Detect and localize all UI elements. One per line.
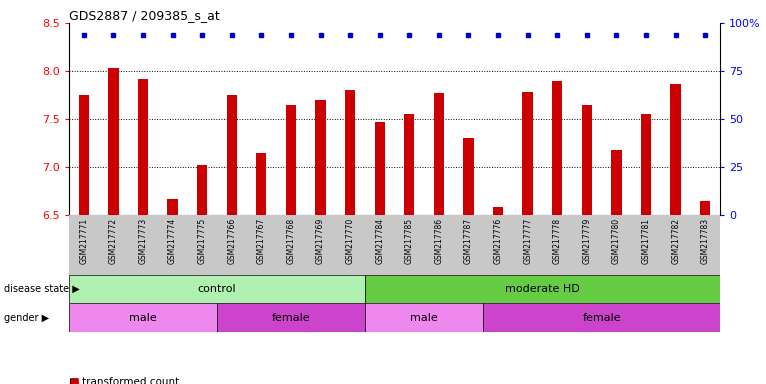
Text: GSM217770: GSM217770 xyxy=(345,218,355,264)
Text: GSM217772: GSM217772 xyxy=(109,218,118,264)
Text: ■ transformed count: ■ transformed count xyxy=(69,377,179,384)
Text: control: control xyxy=(198,284,236,294)
Text: GSM217767: GSM217767 xyxy=(257,218,266,264)
Bar xyxy=(552,81,562,215)
Text: GSM217769: GSM217769 xyxy=(316,218,325,264)
Text: GSM217784: GSM217784 xyxy=(375,218,385,264)
Bar xyxy=(217,303,365,332)
Bar xyxy=(434,93,444,215)
Bar xyxy=(670,84,681,215)
Text: GSM217774: GSM217774 xyxy=(168,218,177,264)
Bar xyxy=(611,150,622,215)
Text: GDS2887 / 209385_s_at: GDS2887 / 209385_s_at xyxy=(69,9,220,22)
Bar xyxy=(641,114,651,215)
Text: GSM217785: GSM217785 xyxy=(404,218,414,264)
Bar xyxy=(345,90,355,215)
Text: GSM217773: GSM217773 xyxy=(139,218,147,264)
Text: GSM217777: GSM217777 xyxy=(523,218,532,264)
Text: GSM217787: GSM217787 xyxy=(464,218,473,264)
Bar xyxy=(108,68,119,215)
Text: male: male xyxy=(411,313,438,323)
Bar xyxy=(286,104,296,215)
Bar xyxy=(365,275,720,303)
Text: moderate HD: moderate HD xyxy=(505,284,580,294)
Text: GSM217775: GSM217775 xyxy=(198,218,207,264)
Text: gender ▶: gender ▶ xyxy=(4,313,49,323)
Bar xyxy=(69,275,365,303)
Bar xyxy=(197,165,208,215)
Text: disease state ▶: disease state ▶ xyxy=(4,284,80,294)
Text: GSM217768: GSM217768 xyxy=(286,218,296,264)
Text: ■: ■ xyxy=(69,377,79,384)
Bar xyxy=(493,207,503,215)
Text: female: female xyxy=(582,313,621,323)
Bar xyxy=(316,100,326,215)
Bar xyxy=(483,303,720,332)
Text: male: male xyxy=(129,313,157,323)
Bar xyxy=(581,104,592,215)
Bar xyxy=(463,138,473,215)
Bar xyxy=(256,152,267,215)
Bar xyxy=(79,95,89,215)
Text: GSM217779: GSM217779 xyxy=(582,218,591,264)
Text: GSM217783: GSM217783 xyxy=(701,218,710,264)
Bar xyxy=(138,79,148,215)
Bar xyxy=(365,303,483,332)
Bar xyxy=(375,122,385,215)
Bar xyxy=(69,303,217,332)
Bar xyxy=(700,200,710,215)
Bar xyxy=(404,114,414,215)
Text: GSM217778: GSM217778 xyxy=(553,218,561,264)
Text: female: female xyxy=(272,313,310,323)
Text: GSM217776: GSM217776 xyxy=(493,218,502,264)
Text: GSM217766: GSM217766 xyxy=(228,218,236,264)
Text: GSM217781: GSM217781 xyxy=(642,218,650,264)
Text: GSM217782: GSM217782 xyxy=(671,218,680,264)
Bar xyxy=(522,92,533,215)
Bar xyxy=(227,95,237,215)
Text: GSM217780: GSM217780 xyxy=(612,218,621,264)
Bar xyxy=(167,199,178,215)
Text: GSM217771: GSM217771 xyxy=(79,218,88,264)
Text: GSM217786: GSM217786 xyxy=(434,218,444,264)
